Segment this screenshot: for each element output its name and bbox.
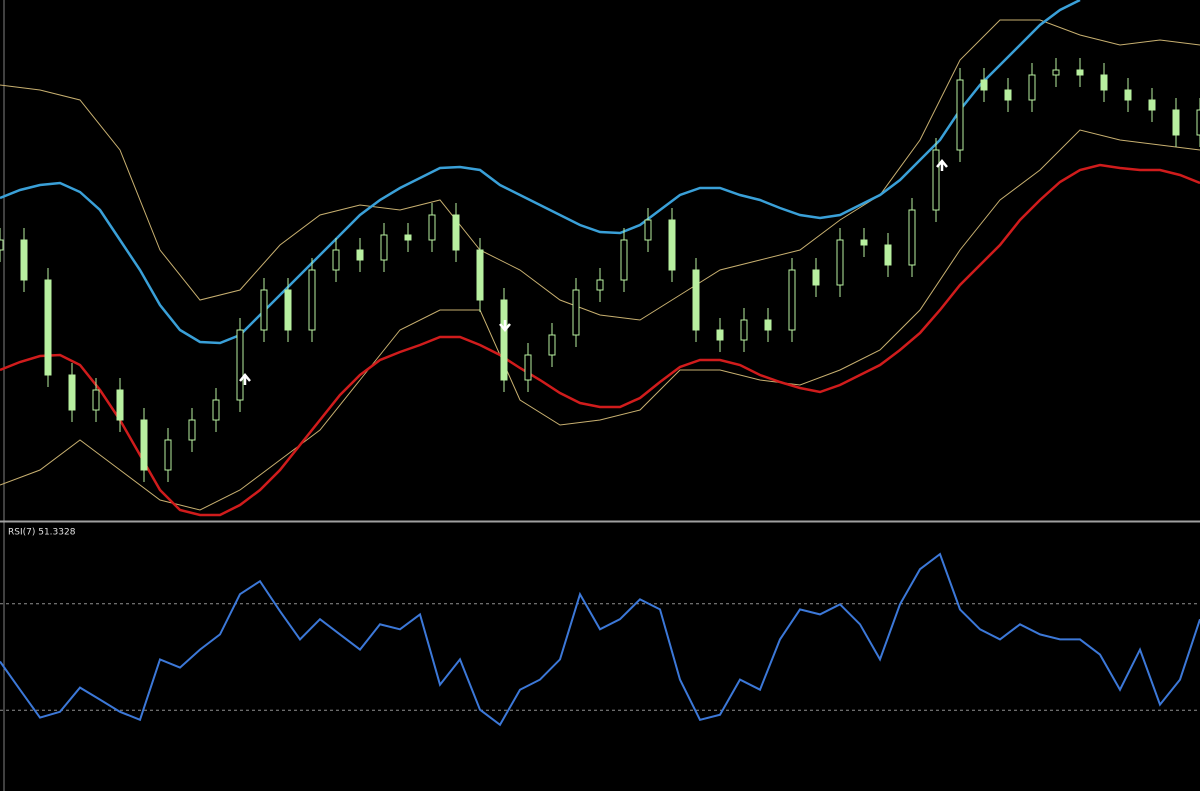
candle-body bbox=[764, 319, 772, 331]
candle-body bbox=[884, 244, 892, 266]
indicator-line bbox=[0, 0, 1081, 345]
candle-body bbox=[1172, 109, 1180, 136]
rsi-label: RSI(7) 51.3328 bbox=[8, 528, 76, 538]
candle-body bbox=[956, 79, 964, 151]
indicator-line bbox=[0, 19, 1200, 321]
candle-body bbox=[1028, 74, 1036, 101]
candle-body bbox=[140, 419, 148, 471]
candle-body bbox=[332, 249, 340, 271]
rsi-line bbox=[0, 552, 1200, 727]
candle-body bbox=[668, 219, 676, 271]
candle-body bbox=[44, 279, 52, 376]
buy-arrow bbox=[239, 373, 251, 385]
candle-body bbox=[1076, 69, 1084, 76]
candle-body bbox=[380, 234, 388, 261]
candle-body bbox=[620, 239, 628, 281]
candle-body bbox=[284, 289, 292, 331]
candle-body bbox=[68, 374, 76, 411]
buy-arrow bbox=[936, 159, 948, 171]
candle-body bbox=[908, 209, 916, 266]
candle-body bbox=[116, 389, 124, 421]
candle-body bbox=[260, 289, 268, 331]
candle-body bbox=[740, 319, 748, 341]
candle-body bbox=[860, 239, 868, 246]
candle-body bbox=[1148, 99, 1156, 111]
candle-body bbox=[500, 299, 508, 381]
candle-body bbox=[428, 214, 436, 241]
candle-body bbox=[812, 269, 820, 286]
price-pane bbox=[0, 0, 1200, 517]
candle-body bbox=[572, 289, 580, 336]
candle-body bbox=[596, 279, 604, 291]
candle-body bbox=[20, 239, 28, 281]
candle-body bbox=[716, 329, 724, 341]
candle-body bbox=[164, 439, 172, 471]
candle-body bbox=[548, 334, 556, 356]
candle-body bbox=[692, 269, 700, 331]
candle-body bbox=[92, 389, 100, 411]
candle-body bbox=[1004, 89, 1012, 101]
indicator-line bbox=[0, 129, 1200, 511]
indicator-line bbox=[0, 163, 1200, 517]
candle-body bbox=[836, 239, 844, 286]
candle-body bbox=[188, 419, 196, 441]
candle-body bbox=[1052, 69, 1060, 76]
candle-body bbox=[476, 249, 484, 301]
candle-body bbox=[356, 249, 364, 261]
candle-body bbox=[236, 329, 244, 401]
candle-body bbox=[404, 234, 412, 241]
candle-body bbox=[932, 149, 940, 211]
sell-arrow bbox=[499, 320, 511, 332]
candle-body bbox=[308, 269, 316, 331]
candle-body bbox=[524, 354, 532, 381]
candle-body bbox=[788, 269, 796, 331]
candle-body bbox=[212, 399, 220, 421]
candle-body bbox=[644, 219, 652, 241]
candle-body bbox=[1124, 89, 1132, 101]
candle-body bbox=[452, 214, 460, 251]
candle-body bbox=[1196, 109, 1200, 136]
candle-body bbox=[0, 239, 4, 251]
candle-body bbox=[1100, 74, 1108, 91]
rsi-pane bbox=[0, 552, 1200, 727]
candle-body bbox=[980, 79, 988, 91]
